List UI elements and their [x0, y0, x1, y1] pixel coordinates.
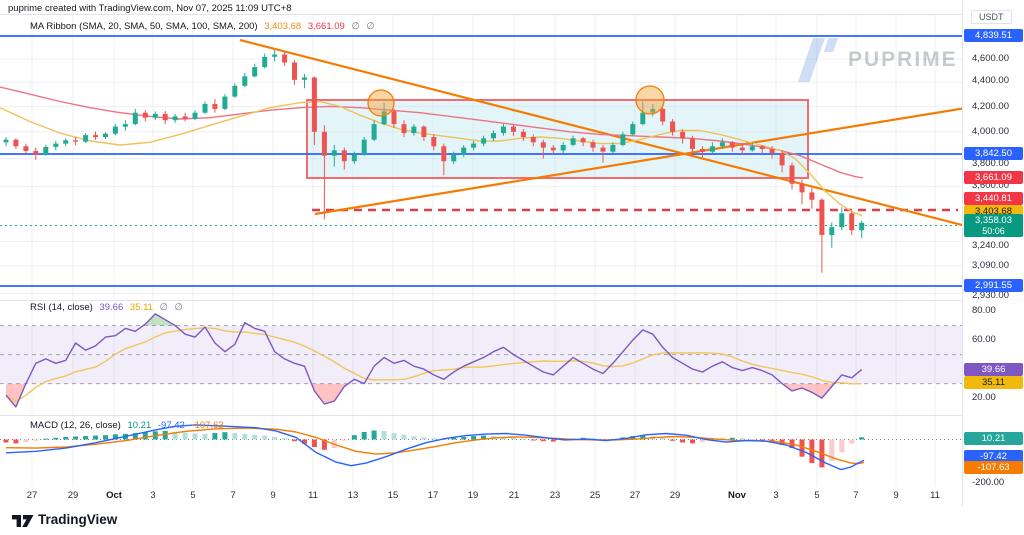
time-axis-tick: 13 — [347, 490, 359, 501]
price-axis-badge: 3,842.50 — [964, 147, 1023, 160]
macd-hist-value: 10.21 — [127, 420, 152, 431]
time-axis-tick: 11 — [930, 490, 940, 501]
time-axis-tick: 29 — [67, 490, 79, 501]
price-axis-badge: 2,991.55 — [964, 279, 1023, 292]
price-axis-label: 3,240.00 — [972, 240, 1009, 251]
price-axis-label: 4,200.00 — [972, 101, 1009, 112]
macd-signal-value: -107.63 — [191, 420, 224, 431]
countdown-timer: 50:06 — [982, 226, 1005, 236]
time-axis-tick: 17 — [427, 490, 439, 501]
macd-axis-badge: -107.63 — [964, 461, 1023, 474]
macd-axis-label: -200.00 — [972, 477, 1005, 488]
macd-title: MACD (12, 26, close) — [30, 420, 121, 431]
currency-label: USDT — [971, 10, 1012, 24]
price-axis-label: 2,930.00 — [972, 290, 1009, 301]
price-axis-label: 4,600.00 — [972, 53, 1009, 64]
chart-info-line: puprime created with TradingView.com, No… — [8, 3, 292, 14]
price-axis-label: 3,800.00 — [972, 158, 1009, 169]
ma-ribbon-legend[interactable]: MA Ribbon (SMA, 20, SMA, 50, SMA, 100, S… — [30, 21, 375, 32]
rsi-empty-value-2: ∅ — [174, 302, 183, 313]
tradingview-brand[interactable]: TradingView — [38, 512, 118, 527]
price-axis-label: 3,090.00 — [972, 260, 1009, 271]
puprime-watermark-text: PUPRIME — [848, 48, 958, 71]
time-axis-tick: 9 — [893, 490, 899, 501]
time-axis-tick: 3 — [773, 490, 779, 501]
time-axis-tick: 5 — [190, 490, 196, 501]
macd-axis-badge: -97.42 — [964, 450, 1023, 463]
puprime-logo-icon — [798, 38, 838, 82]
price-axis-label: 4,400.00 — [972, 75, 1009, 86]
time-axis-tick: 27 — [629, 490, 641, 501]
time-axis-tick: 7 — [853, 490, 859, 501]
price-axis[interactable]: USDT 4,600.00 4,400.00 4,200.00 4,000.00 3,8… — [962, 0, 1024, 506]
price-axis-label: 3,600.00 — [972, 180, 1009, 191]
rsi-title: RSI (14, close) — [30, 302, 93, 313]
time-axis-tick: 15 — [387, 490, 399, 501]
time-axis-tick: 23 — [549, 490, 561, 501]
price-axis-badge: 3,661.09 — [964, 171, 1023, 184]
rsi-axis-label: 60.00 — [972, 334, 996, 345]
macd-legend[interactable]: MACD (12, 26, close) 10.21 -97.42 -107.6… — [30, 420, 224, 431]
sma100-value: ∅ — [351, 21, 360, 32]
rsi-legend[interactable]: RSI (14, close) 39.66 35.11 ∅ ∅ — [30, 302, 183, 313]
macd-axis-badge: 10.21 — [964, 432, 1023, 445]
rsi-axis-badge: 35.11 — [964, 376, 1023, 389]
rsi-value: 39.66 — [99, 302, 124, 313]
main-panel-layer — [0, 35, 962, 287]
time-axis-tick: 25 — [589, 490, 601, 501]
chart-canvas[interactable] — [0, 0, 962, 506]
time-axis-tick: 27 — [26, 490, 38, 501]
sma200-value: ∅ — [366, 21, 375, 32]
rsi-axis-badge: 39.66 — [964, 363, 1023, 376]
sma20-value: 3,403.68 — [264, 21, 302, 32]
price-axis-label: 4,000.00 — [972, 126, 1009, 137]
time-axis-tick: 7 — [230, 490, 236, 501]
time-axis-tick: 9 — [270, 490, 276, 501]
time-axis-tick: 29 — [669, 490, 681, 501]
time-axis-tick: 21 — [508, 490, 520, 501]
sma50-value: 3,661.09 — [307, 21, 345, 32]
ma-ribbon-title: MA Ribbon (SMA, 20, SMA, 50, SMA, 100, S… — [30, 21, 258, 32]
rsi-axis-label: 20.00 — [972, 392, 996, 403]
rsi-empty-value-1: ∅ — [159, 302, 168, 313]
time-axis-tick: Oct — [106, 490, 122, 501]
tradingview-logo-icon[interactable] — [12, 512, 34, 530]
footer-bar: TradingView — [0, 506, 1024, 535]
time-axis-tick: 11 — [308, 490, 318, 501]
price-axis-badge: 3,440.81 — [964, 192, 1023, 205]
time-axis-tick: 19 — [467, 490, 479, 501]
macd-line-value: -97.42 — [157, 420, 185, 431]
price-axis-badge: 4,839.51 — [964, 29, 1023, 42]
time-axis-tick: 3 — [150, 490, 156, 501]
rsi-ma-value: 35.11 — [129, 302, 153, 313]
rsi-axis-label: 80.00 — [972, 305, 996, 316]
time-axis-tick: 5 — [814, 490, 820, 501]
time-axis[interactable]: 27 29 Oct 3 5 7 9 11 13 15 17 19 21 23 25 27 29 Nov 3 5 7 9 11 — [0, 487, 962, 506]
time-axis-tick: Nov — [728, 490, 746, 501]
puprime-watermark: PUPRIME — [798, 38, 958, 82]
price-axis-badge: 3,358.03 50:06 — [964, 214, 1023, 237]
